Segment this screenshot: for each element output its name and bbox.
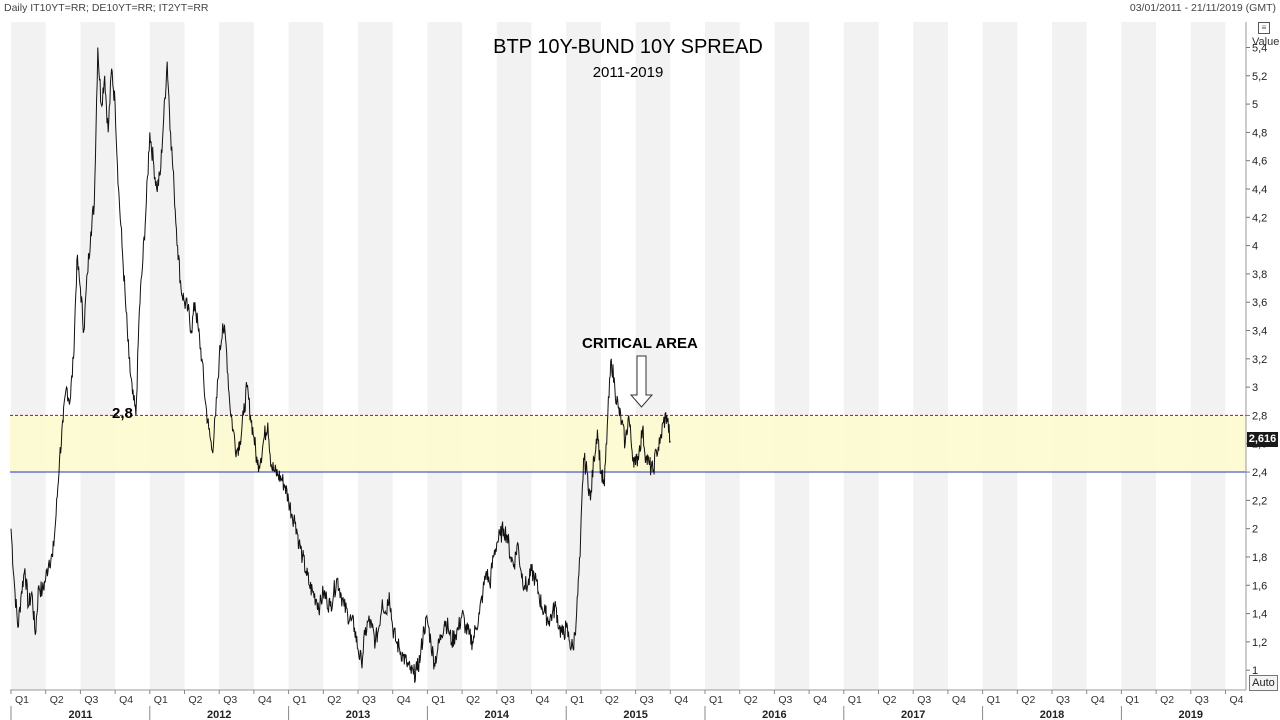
y-tick-label: 1,8 (1252, 552, 1267, 564)
quarter-label: Q1 (709, 694, 723, 706)
auto-scale-button[interactable]: Auto (1249, 675, 1278, 691)
y-tick-label: 3,2 (1252, 354, 1267, 366)
pane-options-icon[interactable]: ≡ (1258, 22, 1270, 34)
spread-series-line (10, 47, 671, 683)
quarter-label: Q2 (883, 694, 897, 706)
instrument-header: Daily IT10YT=RR; DE10YT=RR; IT2YT=RR (4, 2, 209, 14)
y-tick-label: 2,4 (1252, 467, 1267, 479)
y-tick-label: 1 (1252, 665, 1258, 677)
y-tick-label: 3,8 (1252, 269, 1267, 281)
quarter-label: Q2 (605, 694, 619, 706)
y-tick-label: 4 (1252, 241, 1258, 253)
critical-area-label: CRITICAL AREA (582, 335, 698, 352)
year-label: 2015 (623, 709, 647, 720)
level-label: 2,8 (112, 405, 133, 422)
quarter-label: Q2 (189, 694, 203, 706)
year-label: 2018 (1040, 709, 1064, 720)
year-label: 2011 (68, 709, 92, 720)
quarter-stripe (913, 22, 948, 690)
year-label: 2016 (762, 709, 786, 720)
quarter-label: Q4 (119, 694, 133, 706)
quarter-label: Q3 (640, 694, 654, 706)
date-range-header: 03/01/2011 - 21/11/2019 (GMT) (1129, 2, 1276, 14)
quarter-label: Q4 (258, 694, 272, 706)
y-tick-label: 5 (1252, 99, 1258, 111)
quarter-label: Q2 (466, 694, 480, 706)
year-label: 2013 (346, 709, 370, 720)
value-axis-header: Value (1252, 36, 1280, 48)
quarter-stripe (774, 22, 810, 690)
quarter-label: Q1 (848, 694, 862, 706)
quarter-stripe (219, 22, 254, 690)
quarter-label: Q3 (223, 694, 237, 706)
y-tick-label: 2 (1252, 524, 1258, 536)
quarter-stripe (843, 22, 879, 690)
quarter-stripe (358, 22, 393, 690)
y-tick-label: 5,4 (1252, 42, 1267, 54)
quarter-label: Q1 (1125, 694, 1139, 706)
y-tick-label: 4,8 (1252, 127, 1267, 139)
y-tick-label: 1,2 (1252, 637, 1267, 649)
y-tick-label: 4,2 (1252, 212, 1267, 224)
quarter-label: Q1 (570, 694, 584, 706)
x-axis: Q1 Q2 Q3 Q4 Q1 Q2 Q3 Q4 Q1 Q2 Q3 Q4 Q1 Q2 Q3 Q4 Q1 Q2 Q3 Q4… (10, 690, 1244, 720)
y-tick-label: 3,4 (1252, 326, 1267, 338)
quarter-stripe (1052, 22, 1087, 690)
quarter-stripes (11, 22, 1226, 690)
quarter-label: Q3 (84, 694, 98, 706)
quarter-label: Q3 (917, 694, 931, 706)
quarter-stripe (982, 22, 1018, 690)
quarter-label: Q2 (744, 694, 758, 706)
y-tick-label: 2,8 (1252, 410, 1267, 422)
quarter-label: Q4 (952, 694, 966, 706)
year-label: 2014 (485, 709, 510, 720)
quarter-label: Q4 (397, 694, 411, 706)
quarter-label: Q1 (293, 694, 307, 706)
y-tick-label: 2,2 (1252, 495, 1267, 507)
y-tick-label: 1,6 (1252, 580, 1267, 592)
quarter-label: Q2 (1021, 694, 1035, 706)
quarter-stripe (11, 22, 46, 690)
quarter-label: Q3 (362, 694, 376, 706)
quarter-stripe (427, 22, 463, 690)
quarter-stripe (149, 22, 185, 690)
chart-title: BTP 10Y-BUND 10Y SPREAD (493, 36, 763, 58)
y-tick-label: 1,4 (1252, 609, 1267, 621)
y-tick-label: 3,6 (1252, 297, 1267, 309)
chart-subtitle: 2011-2019 (592, 64, 664, 81)
quarter-label: Q2 (50, 694, 64, 706)
quarter-label: Q1 (15, 694, 29, 706)
year-label: 2019 (1179, 709, 1203, 720)
quarter-label: Q3 (1195, 694, 1209, 706)
quarter-stripe (1121, 22, 1157, 690)
quarter-stripe (288, 22, 324, 690)
quarter-stripe (1190, 22, 1226, 690)
quarter-label: Q1 (987, 694, 1001, 706)
quarter-label: Q2 (1160, 694, 1174, 706)
quarter-label: Q4 (674, 694, 688, 706)
y-tick-label: 5,2 (1252, 71, 1267, 83)
quarter-stripe (80, 22, 116, 690)
critical-area-arrow-icon (629, 355, 654, 408)
quarter-label: Q3 (778, 694, 792, 706)
year-label: 2012 (207, 709, 231, 720)
quarter-stripe (566, 22, 601, 690)
y-axis: 11,21,41,61,822,22,42,62,833,23,43,63,84… (10, 22, 1267, 691)
quarter-label: Q4 (1230, 694, 1244, 706)
year-label: 2017 (901, 709, 925, 720)
quarter-label: Q1 (154, 694, 168, 706)
quarter-label: Q4 (813, 694, 827, 706)
quarter-label: Q2 (327, 694, 341, 706)
quarter-label: Q4 (536, 694, 550, 706)
y-tick-label: 4,6 (1252, 156, 1267, 168)
quarter-label: Q3 (1056, 694, 1070, 706)
y-tick-label: 3 (1252, 382, 1258, 394)
quarter-label: Q3 (501, 694, 515, 706)
quarter-label: Q4 (1091, 694, 1105, 706)
quarter-stripe (705, 22, 740, 690)
y-tick-label: 4,4 (1252, 184, 1267, 196)
current-value-badge: 2,616 (1247, 432, 1278, 447)
quarter-label: Q1 (431, 694, 445, 706)
